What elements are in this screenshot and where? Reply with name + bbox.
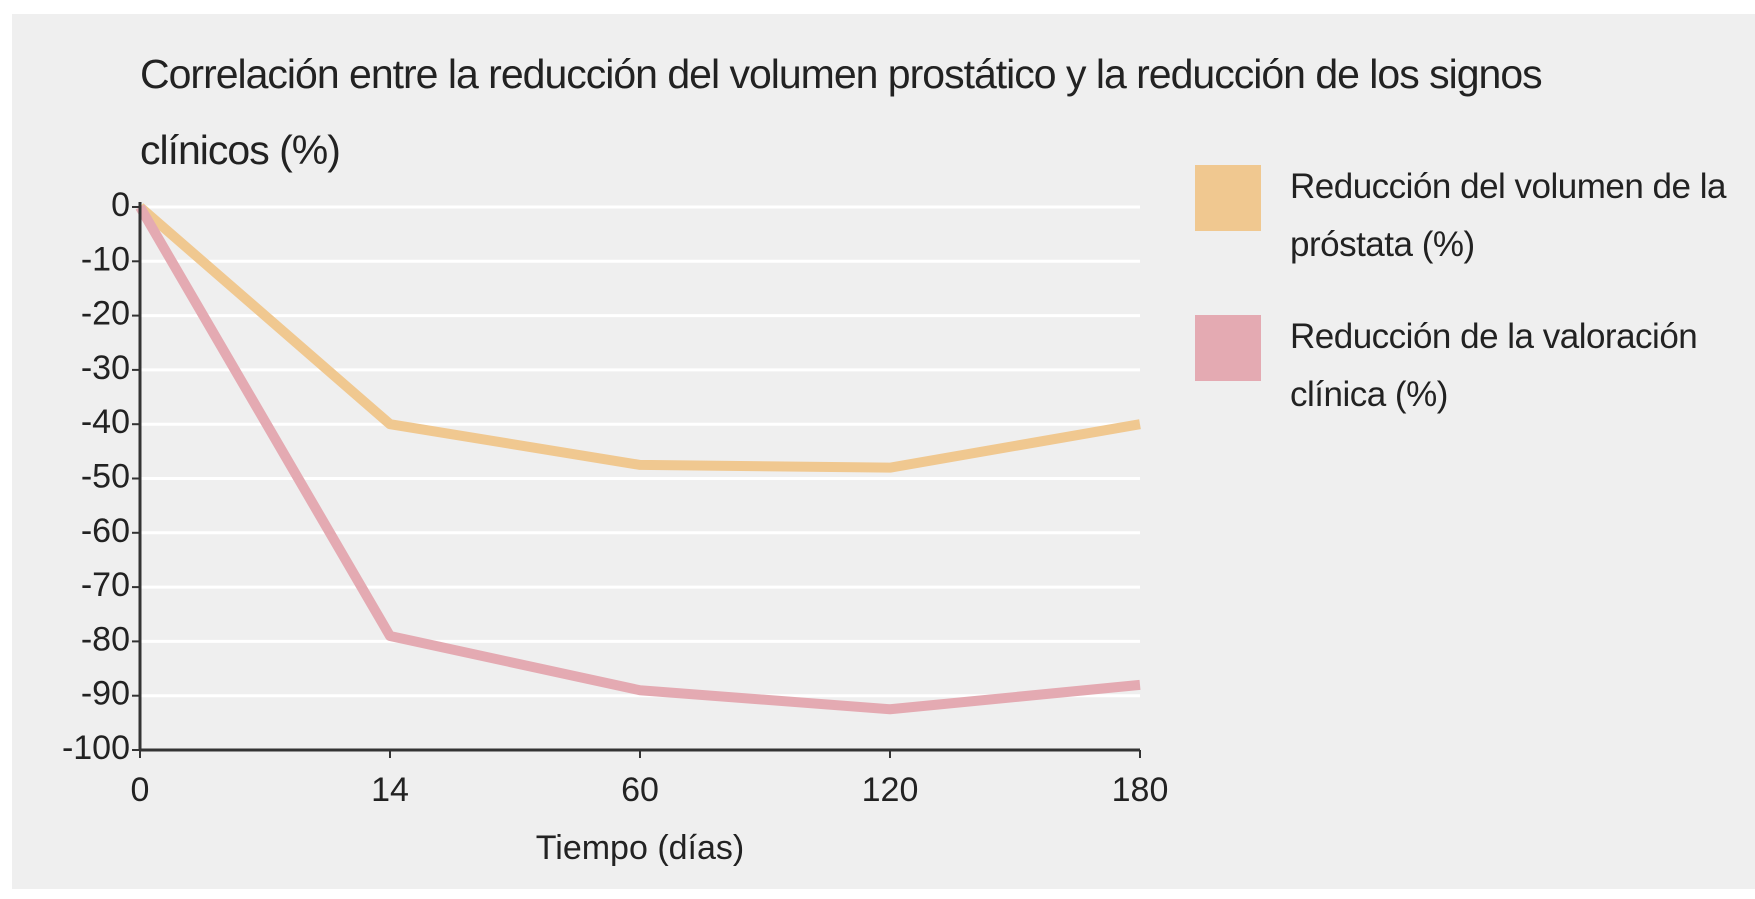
x-tick-label: 0 — [131, 771, 150, 809]
x-tick-label: 60 — [621, 771, 659, 809]
legend-label: Reducción de la valoración clínica (%) — [1290, 317, 1698, 414]
y-tick-label: -100 — [62, 729, 130, 767]
x-tick-label: 14 — [371, 771, 409, 809]
y-tick-label: -60 — [81, 512, 130, 550]
y-tick-label: -10 — [81, 240, 130, 278]
x-axis-label: Tiempo (días) — [536, 829, 744, 867]
legend-swatch — [1195, 315, 1261, 381]
chart-title: Correlación entre la reducción del volum… — [140, 51, 1543, 173]
y-tick-label: -20 — [81, 295, 130, 333]
legend-swatch — [1195, 165, 1261, 231]
series-line — [135, 204, 1141, 715]
x-tick-label: 120 — [862, 771, 919, 809]
y-tick-label: -80 — [81, 620, 130, 658]
y-tick-label: -50 — [81, 457, 130, 495]
x-tick-label: 180 — [1112, 771, 1169, 809]
y-tick-label: -30 — [81, 349, 130, 387]
y-tick-label: 0 — [111, 186, 130, 224]
legend-label: Reducción del volumen de la próstata (%) — [1290, 167, 1726, 264]
y-tick-label: -40 — [81, 403, 130, 441]
y-tick-label: -70 — [81, 566, 130, 604]
y-tick-label: -90 — [81, 675, 130, 713]
panel — [12, 14, 1755, 889]
series-line — [136, 203, 1141, 473]
